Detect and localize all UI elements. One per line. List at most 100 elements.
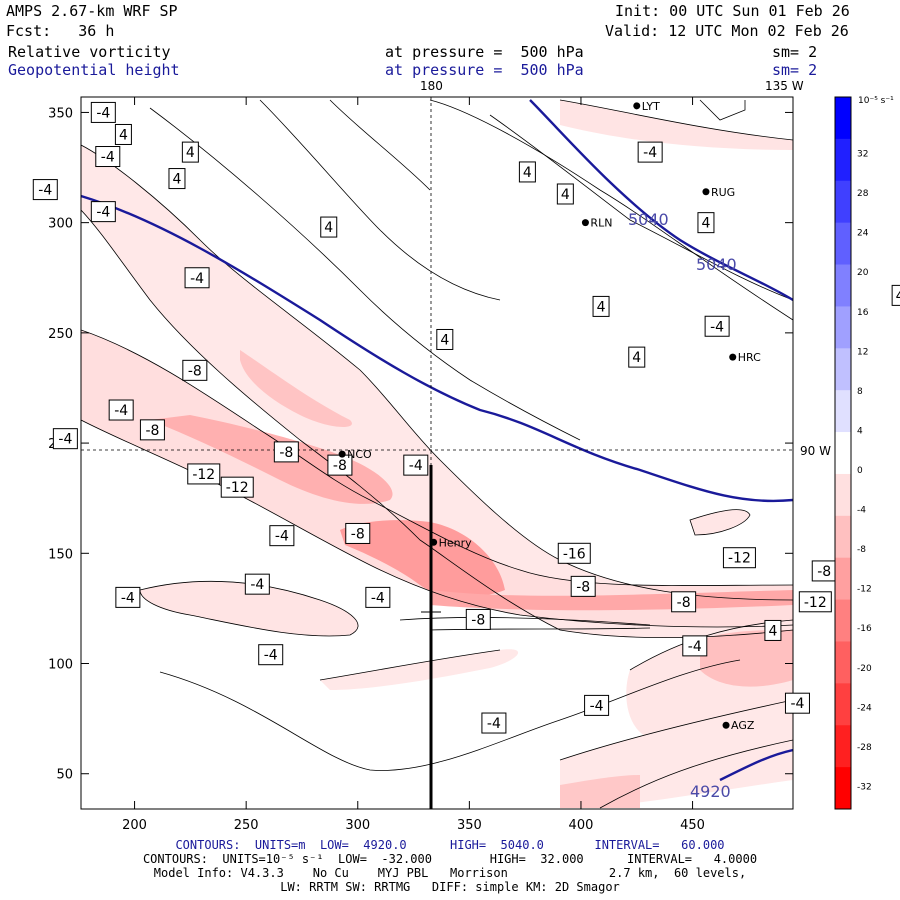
colorbar-swatch: [835, 222, 851, 266]
y-tick-label: 250: [48, 327, 73, 342]
contour-label: -12: [728, 551, 751, 567]
contour-label-layer: 4-444-4-4-4-44-4-8-8-8-12-12-8 -4444444-4…: [32, 101, 900, 734]
contour-label: 4: [119, 127, 128, 143]
shade-strip-12: [430, 590, 793, 611]
footer-physics-info: LW: RRTM SW: RRTMG DIFF: simple KM: 2D S…: [280, 880, 620, 894]
contour-label-box: [95, 146, 121, 168]
contour-label: -4: [58, 432, 72, 448]
contour-label-box: [764, 619, 782, 641]
station-label-agz: AGZ: [731, 719, 755, 732]
colorbar-swatch: [835, 97, 851, 140]
contour-label-box: [628, 346, 646, 368]
contour-label-box: [403, 454, 429, 476]
contour-label-box: [481, 712, 507, 734]
colorbar-label: 32: [857, 150, 868, 160]
station-label-nco: NCO: [347, 448, 372, 461]
x-tick-label: 300: [345, 818, 370, 833]
field2-level: at pressure = 500 hPa: [385, 61, 584, 79]
contour-label: -4: [590, 698, 604, 714]
contour-label: -4: [121, 590, 135, 606]
lon-label-135w: 135 W: [765, 79, 804, 93]
contour-label-box: [258, 644, 284, 666]
station-label-lyt: LYT: [642, 100, 660, 113]
shade-core-8-upper: [240, 350, 352, 427]
contour-label: 4: [440, 332, 449, 348]
colorbar-swatch: [835, 138, 851, 182]
contour-label-box: [32, 179, 58, 201]
colorbar-label: -4: [857, 506, 866, 516]
contour-label: -4: [710, 319, 724, 335]
contour-label-box: [269, 525, 295, 547]
contour-label: -8: [576, 579, 590, 595]
vorticity-shading: [81, 100, 793, 808]
field2-name: Geopotential height: [8, 61, 180, 79]
colorbar-swatch: [835, 599, 851, 642]
field1-smoothing: sm= 2: [772, 43, 818, 61]
contour-label-box: [90, 101, 116, 123]
colorbar-swatch: [835, 390, 851, 433]
contour-label-box: [465, 608, 491, 630]
colorbar-swatch: [835, 557, 851, 601]
contour-label: -4: [38, 183, 52, 199]
footer-height-contours: CONTOURS: UNITS=m LOW= 4920.0 HIGH= 5040…: [175, 838, 725, 852]
station-marker: [702, 188, 710, 196]
contour-label: -12: [804, 595, 827, 611]
contour-label: -8: [471, 612, 485, 628]
height-label-5040-a: 5040: [628, 210, 669, 229]
contour-label-box: [637, 141, 663, 163]
contour-label-box: [584, 694, 610, 716]
y-tick-label: 50: [56, 768, 73, 783]
contour-label-box: [704, 315, 730, 337]
shade-core-8-lower-right: [700, 630, 793, 687]
contour-label-box: [273, 441, 299, 463]
shade-top-right-strip: [560, 100, 793, 150]
contour-label-box: [115, 586, 141, 608]
vorticity-contours: [81, 99, 793, 809]
colorbar-label: -32: [857, 782, 872, 792]
station-marker: [729, 353, 737, 361]
contour-label: -4: [487, 716, 501, 732]
y-tick-label: 100: [48, 658, 73, 673]
plot-frame: [80, 96, 794, 810]
contour-label: 4: [632, 350, 641, 366]
contour-label-box: [168, 168, 186, 190]
contour-label: -4: [96, 105, 110, 121]
footer-model-info: Model Info: V4.3.3 No Cu MYJ PBL Morriso…: [153, 866, 747, 880]
colorbar-label: 24: [857, 229, 869, 239]
contour-label: -4: [101, 150, 115, 166]
contour-label: -16: [563, 546, 586, 562]
colorbar-swatch: [835, 683, 851, 726]
colorbar-label: 16: [857, 308, 869, 318]
colorbar-swatch: [835, 641, 851, 684]
contour-label: -4: [114, 403, 128, 419]
contour-label: -8: [145, 423, 159, 439]
colorbar: 10⁻⁵ s⁻¹ 32 28 24 20 16 12 8 4 0 -4 -8 -12 -16 -20 -24…: [834, 96, 894, 810]
contour-label: 4: [173, 172, 182, 188]
contour-label-box: [557, 542, 591, 564]
height-contour-4920: [719, 748, 793, 782]
contour-label: -4: [409, 458, 423, 474]
shade-core-12: [150, 415, 393, 504]
contour-label-box: [320, 216, 338, 238]
contour-label-box: [556, 183, 574, 205]
colorbar-label: -28: [857, 743, 872, 753]
y-tick-label: 300: [48, 217, 73, 232]
contour-label-box: [722, 547, 756, 569]
init-time: Init: 00 UTC Sun 01 Feb 26: [615, 2, 850, 20]
contour-label-box: [181, 141, 199, 163]
colorbar-swatch: [835, 180, 851, 224]
colorbar-swatch: [835, 767, 851, 810]
lon-label-90w: 90 W: [800, 444, 831, 458]
contour-label: -4: [371, 590, 385, 606]
height-contour-5040-right: [529, 99, 793, 302]
station-label-henry: Henry: [439, 536, 473, 549]
colorbar-swatch: [835, 515, 851, 559]
contour-label-box: [592, 295, 610, 317]
colorbar-swatch: [835, 306, 851, 349]
contour-label-box: [345, 522, 371, 544]
y-tick-label: 350: [48, 106, 73, 121]
valid-time: Valid: 12 UTC Mon 02 Feb 26: [605, 22, 849, 40]
contour-label: -8: [333, 458, 347, 474]
contour-label: 4: [768, 623, 777, 639]
footer-vorticity-contours: CONTOURS: UNITS=10⁻⁵ s⁻¹ LOW= -32.000 HI…: [142, 852, 758, 866]
